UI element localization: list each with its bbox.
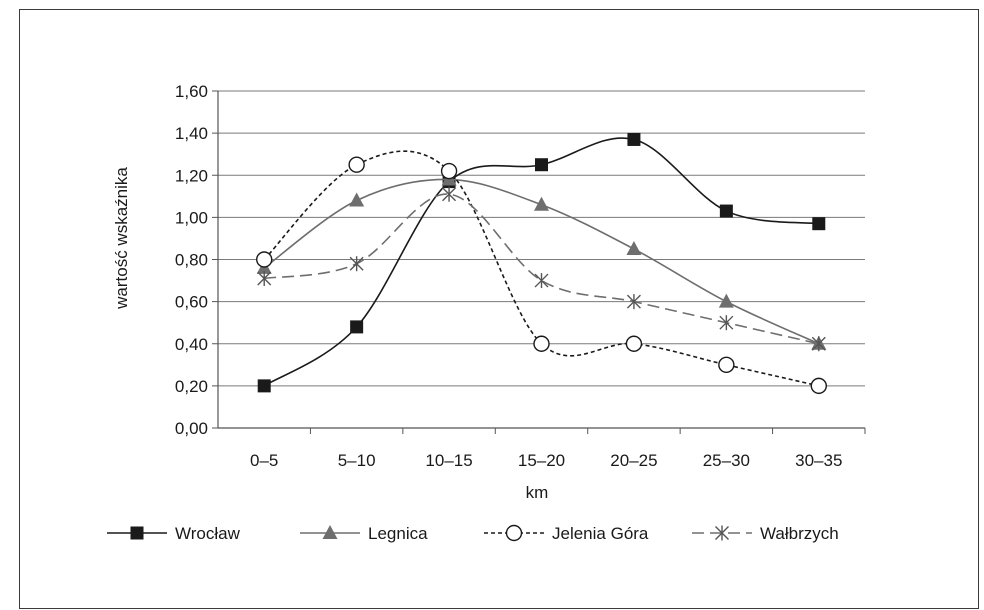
circle-marker: [440, 162, 458, 180]
triangle-marker: [534, 196, 549, 211]
asterisk-marker: [811, 336, 826, 352]
x-tick-label: 10–15: [425, 451, 472, 470]
square-marker: [535, 158, 548, 172]
circle-marker: [533, 335, 550, 352]
legend-label: Legnica: [368, 524, 428, 543]
square-marker: [812, 217, 826, 231]
square-marker: [350, 320, 364, 334]
circle-marker: [256, 251, 273, 268]
y-tick-label: 1,00: [175, 208, 208, 227]
gridlines: [218, 90, 865, 387]
circle-marker: [810, 377, 827, 395]
circle-marker: [625, 335, 643, 352]
legend-label: Jelenia Góra: [552, 524, 649, 543]
legend-item: Wrocław: [107, 524, 241, 543]
y-tick-label: 0,40: [175, 335, 208, 354]
series-line: [264, 193, 819, 345]
x-tick-label: 15–20: [518, 451, 565, 470]
y-tick-label: 0,20: [175, 377, 208, 396]
y-tick-labels: 0,00 0,20 0,40 0,60 0,80 1,00 1,20 1,40 1,60: [175, 82, 208, 438]
x-tick-labels: 0–5 5–10 10–15 15–20 20–25 25–30 30–35: [250, 451, 842, 470]
x-tick-label: 30–35: [795, 451, 842, 470]
y-tick-label: 0,80: [175, 251, 208, 270]
asterisk-marker: [719, 315, 734, 331]
x-tick-label: 25–30: [703, 451, 750, 470]
triangle-marker: [718, 293, 734, 308]
y-tick-label: 1,40: [175, 124, 208, 143]
legend-item: Jelenia Góra: [484, 524, 649, 543]
y-tick-label: 1,20: [175, 166, 208, 185]
series-lines: [256, 132, 827, 395]
asterisk-marker: [715, 525, 729, 541]
square-marker: [719, 204, 733, 218]
circle-marker: [718, 356, 735, 374]
triangle-marker: [626, 240, 642, 255]
asterisk-marker: [349, 256, 364, 272]
series-3: [257, 186, 826, 352]
legend-label: Wrocław: [175, 524, 241, 543]
square-marker: [257, 379, 271, 393]
circle-marker: [348, 156, 365, 173]
y-tick-label: 1,60: [175, 82, 208, 101]
series-2: [256, 150, 827, 395]
y-axis-title: wartość wskaźnika: [112, 167, 131, 310]
asterisk-marker: [442, 186, 457, 202]
x-tick-label: 20–25: [610, 451, 657, 470]
legend-item: Wałbrzych: [692, 524, 839, 543]
series-0: [257, 132, 826, 393]
asterisk-marker: [534, 273, 549, 289]
legend-item: Legnica: [300, 524, 428, 543]
square-marker: [130, 526, 144, 540]
x-tick-label: 0–5: [250, 451, 278, 470]
legend-label: Wałbrzych: [760, 524, 839, 543]
asterisk-marker: [626, 294, 641, 310]
triangle-marker: [349, 192, 365, 207]
axes: [212, 90, 866, 434]
x-tick-label: 5–10: [338, 451, 376, 470]
y-tick-label: 0,60: [175, 293, 208, 312]
x-axis-title: km: [526, 483, 549, 502]
circle-marker: [505, 524, 523, 542]
square-marker: [627, 132, 641, 146]
asterisk-marker: [257, 270, 272, 286]
series-1: [256, 171, 827, 350]
legend: Wrocław Legnica Jelenia Góra Wałbrzych: [107, 524, 839, 543]
triangle-marker: [322, 525, 338, 539]
y-tick-label: 0,00: [175, 419, 208, 438]
chart-frame: [19, 9, 979, 609]
